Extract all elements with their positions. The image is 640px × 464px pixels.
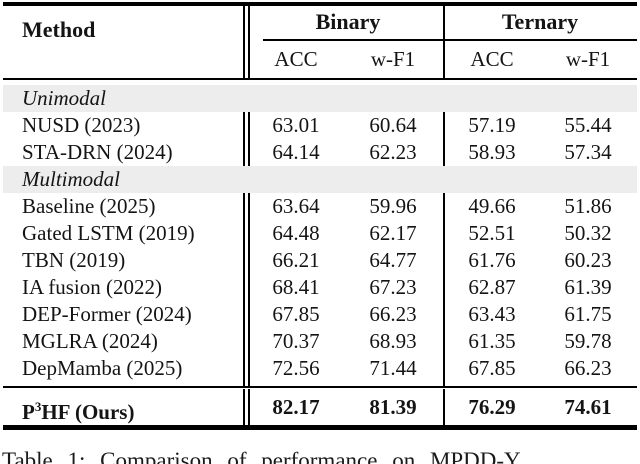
value-cell: 55.44	[564, 113, 612, 137]
table-row: Baseline (2025) 63.64 59.96 49.66 51.86	[0, 193, 640, 220]
pre-footer-rule	[3, 386, 637, 388]
section-label: Multimodal	[22, 167, 120, 191]
value-cell: 58.93	[468, 140, 516, 164]
table-row: TBN (2019) 66.21 64.77 61.76 60.23	[0, 247, 640, 274]
value-cell: 64.48	[272, 221, 320, 245]
value-cell: 72.56	[272, 356, 320, 380]
superscript: 3	[34, 399, 42, 414]
value-cell: 67.23	[369, 275, 417, 299]
group-header-underline	[263, 39, 637, 41]
table-row: STA-DRN (2024) 64.14 62.23 58.93 57.34	[0, 139, 640, 166]
subheader-ternary-wf1: w-F1	[565, 47, 611, 71]
value-cell: 62.87	[468, 275, 516, 299]
double-separator	[248, 389, 250, 425]
value-cell: 66.23	[369, 302, 417, 326]
value-cell: 52.51	[468, 221, 516, 245]
group-separator	[443, 193, 445, 386]
method-cell: DEP-Former (2024)	[22, 302, 192, 326]
section-row: Unimodal	[3, 85, 637, 112]
group-separator	[443, 389, 445, 425]
value-cell: 61.75	[564, 302, 612, 326]
method-cell: IA fusion (2022)	[22, 275, 162, 299]
value-cell: 74.61	[564, 395, 612, 419]
method-column-header: Method	[22, 17, 96, 42]
header-bottom-rule	[3, 78, 637, 80]
double-separator	[243, 389, 245, 425]
ours-method-cell: P3HF (Ours)	[22, 399, 135, 424]
value-cell: 63.64	[272, 194, 320, 218]
table-bottom-rule	[3, 425, 637, 430]
value-cell: 60.64	[369, 113, 417, 137]
group-header-ternary: Ternary	[501, 9, 579, 34]
double-separator	[248, 193, 250, 386]
value-cell: 61.39	[564, 275, 612, 299]
value-cell: 61.35	[468, 329, 516, 353]
value-cell: 71.44	[369, 356, 417, 380]
value-cell: 66.21	[272, 248, 320, 272]
value-cell: 82.17	[272, 395, 320, 419]
value-cell: 62.23	[369, 140, 417, 164]
subheader-ternary-acc: ACC	[470, 47, 514, 71]
value-cell: 67.85	[468, 356, 516, 380]
value-cell: 60.23	[564, 248, 612, 272]
double-separator	[248, 6, 250, 78]
group-separator	[443, 112, 445, 166]
section-row: Multimodal	[3, 166, 637, 193]
table-row: IA fusion (2022) 68.41 67.23 62.87 61.39	[0, 274, 640, 301]
method-cell: STA-DRN (2024)	[22, 140, 173, 164]
value-cell: 49.66	[468, 194, 516, 218]
table-row: NUSD (2023) 63.01 60.64 57.19 55.44	[0, 112, 640, 139]
double-separator	[243, 193, 245, 386]
value-cell: 64.77	[369, 248, 417, 272]
value-cell: 57.19	[468, 113, 516, 137]
value-cell: 57.34	[564, 140, 612, 164]
value-cell: 66.23	[564, 356, 612, 380]
table-caption: Table 1: Comparison of performance on MP…	[2, 448, 521, 464]
table-row: MGLRA (2024) 70.37 68.93 61.35 59.78	[0, 328, 640, 355]
method-cell: NUSD (2023)	[22, 113, 141, 137]
double-separator	[243, 112, 245, 166]
table-row: DEP-Former (2024) 67.85 66.23 63.43 61.75	[0, 301, 640, 328]
value-cell: 68.41	[272, 275, 320, 299]
value-cell: 64.14	[272, 140, 320, 164]
value-cell: 63.43	[468, 302, 516, 326]
value-cell: 51.86	[564, 194, 612, 218]
method-cell: TBN (2019)	[22, 248, 126, 272]
subheader-binary-wf1: w-F1	[370, 47, 416, 71]
value-cell: 70.37	[272, 329, 320, 353]
method-cell: Gated LSTM (2019)	[22, 221, 195, 245]
value-cell: 76.29	[468, 395, 516, 419]
table-row: DepMamba (2025) 72.56 71.44 67.85 66.23	[0, 355, 640, 382]
table-row: Gated LSTM (2019) 64.48 62.17 52.51 50.32	[0, 220, 640, 247]
double-separator	[243, 6, 245, 78]
value-cell: 61.76	[468, 248, 516, 272]
value-cell: 67.85	[272, 302, 320, 326]
method-cell: DepMamba (2025)	[22, 356, 183, 380]
group-separator	[443, 6, 445, 78]
section-label: Unimodal	[22, 86, 106, 110]
value-cell: 50.32	[564, 221, 612, 245]
group-header-binary: Binary	[315, 9, 381, 34]
subheader-binary-acc: ACC	[274, 47, 318, 71]
value-cell: 62.17	[369, 221, 417, 245]
value-cell: 59.78	[564, 329, 612, 353]
value-cell: 68.93	[369, 329, 417, 353]
ours-row: P3HF (Ours) 82.17 81.39 76.29 74.61	[0, 389, 640, 425]
value-cell: 59.96	[369, 194, 417, 218]
value-cell: 81.39	[369, 395, 417, 419]
double-separator	[248, 112, 250, 166]
table-top-rule	[3, 2, 637, 6]
value-cell: 63.01	[272, 113, 320, 137]
method-cell: MGLRA (2024)	[22, 329, 158, 353]
method-cell: Baseline (2025)	[22, 194, 156, 218]
